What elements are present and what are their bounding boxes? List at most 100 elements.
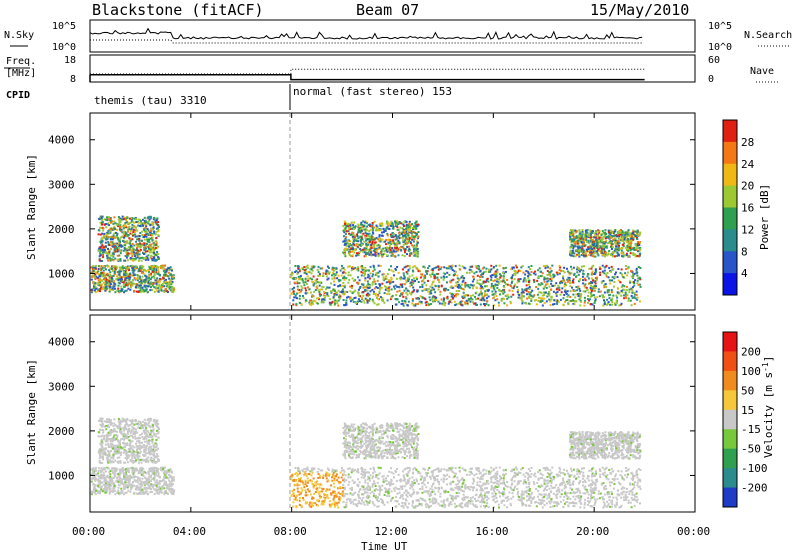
power-cell (467, 298, 470, 301)
power-cell (317, 271, 320, 274)
power-cell (625, 289, 628, 291)
power-cell (155, 286, 158, 289)
velocity-cell (103, 474, 106, 477)
power-cell (392, 270, 395, 273)
power-cell (480, 275, 482, 278)
power-cell (506, 293, 509, 296)
power-cell (372, 290, 375, 293)
power-cell (433, 295, 436, 298)
power-cell (344, 290, 347, 293)
power-cell (135, 252, 138, 255)
power-cell (440, 285, 443, 288)
power-cell (633, 292, 636, 294)
power-cell (98, 217, 101, 220)
power-cell (317, 289, 320, 292)
power-cell (583, 233, 586, 236)
power-cell (395, 221, 398, 224)
power-cell (349, 297, 351, 300)
power-cell (153, 264, 156, 267)
power-cell (107, 274, 109, 277)
power-cell (396, 290, 399, 293)
power-cell (326, 278, 329, 281)
power-cell (167, 275, 170, 278)
power-cell (591, 287, 594, 290)
power-cell (511, 280, 514, 283)
power-cell (373, 287, 376, 290)
power-cell (154, 219, 157, 222)
power-cell (521, 302, 524, 305)
power-cell (540, 270, 543, 273)
power-cell (539, 275, 542, 278)
power-cell (415, 227, 418, 230)
power-cell (443, 298, 445, 301)
power-cell (527, 302, 530, 305)
power-cell (143, 238, 146, 241)
power-cell (167, 271, 170, 274)
power-cell (373, 253, 376, 256)
power-cell (151, 239, 154, 242)
power-cell (333, 280, 335, 283)
power-cell (97, 273, 100, 276)
power-cell (464, 301, 467, 304)
power-cell (360, 221, 363, 224)
power-cell (305, 289, 307, 292)
power-cell (351, 227, 353, 230)
power-cell (333, 267, 336, 270)
power-cell (606, 303, 608, 306)
power-cell (113, 285, 116, 288)
freq-left-tick-top: 18 (64, 55, 76, 66)
power-cell (172, 275, 175, 278)
power-cell (615, 249, 618, 252)
power-cell (475, 271, 478, 273)
power-cell (298, 270, 301, 273)
power-cell (106, 238, 109, 241)
power-cell (506, 279, 509, 281)
power-cell (410, 242, 412, 245)
power-cell (593, 255, 596, 258)
power-cell (169, 289, 172, 292)
power-cell (98, 247, 101, 250)
power-cell (160, 264, 163, 267)
power-cell (336, 277, 339, 280)
power-cell (404, 232, 406, 234)
power-cell (122, 226, 125, 229)
power-cell (427, 288, 430, 291)
power-cell (297, 275, 300, 278)
power-cell (402, 231, 405, 234)
power-cell (146, 228, 149, 230)
power-cell (105, 282, 108, 285)
power-cell (390, 281, 393, 284)
power-cell (172, 277, 175, 280)
power-cell (342, 251, 345, 254)
power-cell (155, 267, 158, 270)
power-cell (164, 288, 167, 291)
power-cell (316, 281, 319, 284)
power-cell (119, 274, 122, 277)
power-cell (149, 273, 152, 276)
power-cell (412, 246, 415, 249)
power-cell (294, 265, 297, 267)
power-cell (416, 253, 419, 256)
power-cell (127, 234, 130, 236)
power-cell (573, 236, 576, 239)
power-cell (103, 232, 106, 235)
power-cell (346, 291, 349, 293)
power-cell (133, 251, 135, 254)
power-cell (430, 283, 433, 286)
power-cell (171, 290, 174, 292)
power-cell (490, 264, 493, 267)
power-cell (452, 296, 455, 299)
power-cell (630, 234, 633, 237)
power-cell (635, 236, 638, 239)
power-cell (586, 275, 589, 278)
power-cell (401, 254, 404, 257)
power-cell (294, 294, 297, 297)
power-cell (100, 265, 103, 268)
power-cell (603, 266, 606, 269)
power-cell (589, 247, 591, 250)
power-cell (413, 225, 416, 228)
power-cell (356, 245, 359, 248)
power-cell (107, 282, 110, 285)
power-cell (505, 294, 508, 297)
